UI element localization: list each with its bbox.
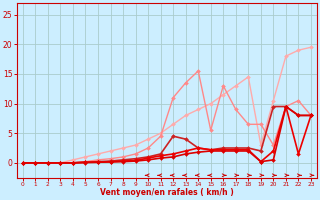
X-axis label: Vent moyen/en rafales ( km/h ): Vent moyen/en rafales ( km/h ) [100,188,234,197]
